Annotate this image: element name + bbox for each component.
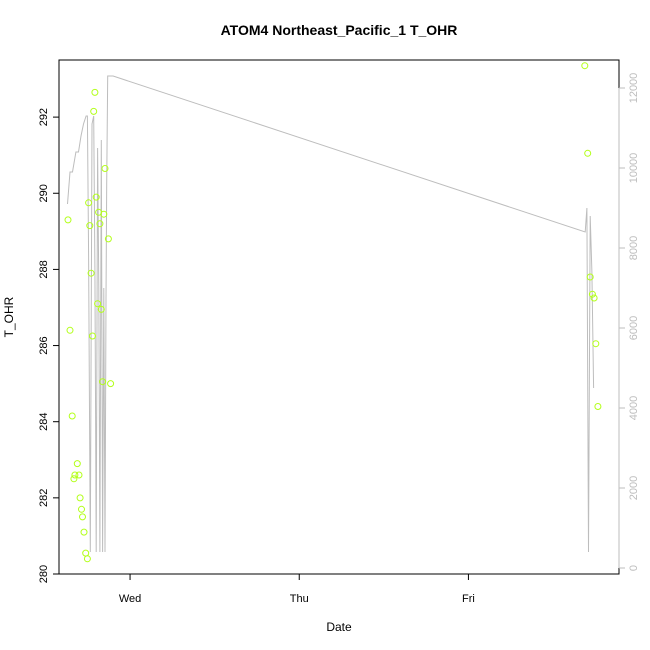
scatter-point [584,149,592,157]
scatter-point [594,403,602,410]
x-tick-label: Thu [290,593,309,605]
y-tick-label: 280 [38,565,50,583]
scatter-point [86,222,94,230]
scatter-point [100,210,108,218]
scatter-point [66,326,74,334]
scatter-point [92,193,100,201]
scatter-point [586,273,594,281]
scatter-point [79,513,86,521]
scatter-point [90,107,98,115]
y-tick-label: 292 [38,108,50,126]
x-axis-label: Date [326,620,352,634]
plot-frame [58,59,620,575]
y2-tick-label: 0 [628,565,640,571]
x-tick-label: Fri [462,593,475,605]
scatter-point [590,294,598,302]
scatter-point [87,269,95,277]
scatter-point [85,199,93,207]
y2-tick-label: 4000 [628,396,640,420]
scatter-point [80,528,88,536]
scatter-point [83,555,91,563]
y-tick-label: 290 [38,184,50,202]
scatter-point [78,505,85,513]
y-tick-label: 284 [38,413,50,431]
scatter-point [581,62,589,70]
y-axis-label: T_OHR [2,296,16,337]
scatter-points-layer [64,62,602,563]
y-tick-label: 282 [38,489,50,507]
scatter-point [96,220,104,228]
series-line [67,75,595,553]
scatter-point [588,290,596,298]
scatter-point [107,380,115,388]
x-tick-label: Wed [119,593,141,605]
axes-layer: 280 282 284 286 288 290 292 0 2000 4000 6000 8000 10… [38,73,640,605]
scatter-point [592,340,600,348]
scatter-point [75,471,83,479]
scatter-point [82,549,90,557]
y2-tick-label: 2000 [628,476,640,500]
scatter-point [104,235,112,243]
scatter-point [89,332,96,340]
scatter-point [71,471,79,479]
scatter-point [70,475,78,483]
scatter-point [101,165,109,172]
scatter-point [76,494,84,502]
y2-tick-label: 12000 [628,73,640,104]
scatter-point [99,378,107,386]
scatter-point [97,305,105,313]
chart-title: ATOM4 Northeast_Pacific_1 T_OHR [221,22,458,38]
y2-tick-label: 8000 [628,236,640,260]
y2-tick-label: 6000 [628,316,640,340]
scatter-point [73,460,81,468]
scatter-point [91,88,99,96]
line-series-layer [67,75,595,553]
scatter-point [68,412,76,420]
y-tick-label: 288 [38,260,50,278]
y2-tick-label: 10000 [628,153,640,184]
scatter-point [64,216,72,224]
y-tick-label: 286 [38,336,50,354]
scatter-point [94,300,102,308]
